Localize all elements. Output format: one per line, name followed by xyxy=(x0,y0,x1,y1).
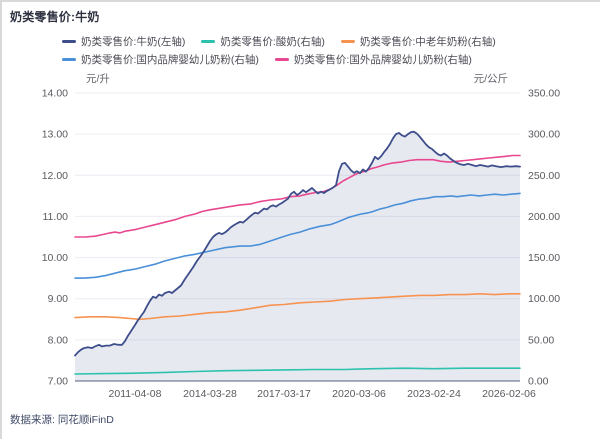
legend-label-domestic-infant-formula: 奶类零售价:国内品牌婴幼儿奶粉(右轴) xyxy=(81,53,259,66)
left-axis-tick: 9.00 xyxy=(48,293,69,305)
left-axis-tick: 11.00 xyxy=(43,211,69,223)
legend-item-yogurt[interactable]: 奶类零售价:酸奶(右轴) xyxy=(201,34,325,49)
x-axis-tick: 2026-02-06 xyxy=(482,388,536,400)
left-axis-tick: 7.00 xyxy=(48,376,69,388)
right-axis-tick: 350.00 xyxy=(528,88,560,100)
x-axis-tick: 2017-03-17 xyxy=(257,388,311,400)
legend-item-milk[interactable]: 奶类零售价:牛奶(左轴) xyxy=(62,34,185,49)
left-axis-tick: 13.00 xyxy=(42,129,68,141)
x-axis-tick: 2020-03-06 xyxy=(332,388,386,400)
data-source: 数据来源: 同花顺iFinD xyxy=(10,414,114,426)
right-axis-unit: 元/公斤 xyxy=(474,73,508,85)
chart-plot[interactable]: 14.00 350.00 13.00 300.00 12.00 250.00 11.00 20… xyxy=(0,70,600,400)
series-line-4 xyxy=(74,154,521,238)
series-line-3 xyxy=(74,192,521,279)
legend-item-domestic-infant-formula[interactable]: 奶类零售价:国内品牌婴幼儿奶粉(右轴) xyxy=(62,52,259,67)
left-axis-tick: 10.00 xyxy=(42,252,68,264)
left-axis-tick: 12.00 xyxy=(42,170,68,182)
left-axis-tick: 8.00 xyxy=(48,334,69,346)
left-axis-unit: 元/升 xyxy=(86,73,110,85)
right-axis-tick: 200.00 xyxy=(528,211,560,223)
left-axis-tick: 14.00 xyxy=(42,88,68,100)
legend-label-yogurt: 奶类零售价:酸奶(右轴) xyxy=(220,35,325,48)
right-axis-tick: 150.00 xyxy=(528,252,560,264)
legend-row-1: 奶类零售价:牛奶(左轴) 奶类零售价:酸奶(右轴) 奶类零售价:中老年奶粉(右轴… xyxy=(62,32,582,50)
x-axis-tick: 2011-04-08 xyxy=(109,388,162,400)
legend-item-foreign-infant-formula[interactable]: 奶类零售价:国外品牌婴幼儿奶粉(右轴) xyxy=(274,52,472,67)
legend-swatch-foreign-infant-formula-icon xyxy=(274,57,289,61)
legend-swatch-domestic-infant-formula-icon xyxy=(62,57,76,61)
legend-label-milk: 奶类零售价:牛奶(左轴) xyxy=(81,35,186,48)
legend-row-2: 奶类零售价:国内品牌婴幼儿奶粉(右轴) 奶类零售价:国外品牌婴幼儿奶粉(右轴) xyxy=(62,50,582,68)
legend-label-senior-milk-powder: 奶类零售价:中老年奶粉(右轴) xyxy=(359,35,496,48)
x-axis-tick: 2014-03-28 xyxy=(183,388,237,400)
legend-swatch-senior-milk-powder-icon xyxy=(340,39,355,43)
series-line-2 xyxy=(74,293,521,321)
right-axis-tick: 300.00 xyxy=(528,129,560,141)
legend-swatch-yogurt-icon xyxy=(201,39,216,43)
x-axis-tick: 2023-02-24 xyxy=(407,388,461,400)
right-axis-tick: 100.00 xyxy=(528,293,560,305)
right-axis-tick: 50.00 xyxy=(528,334,554,346)
milk-area-fill xyxy=(75,131,520,381)
series-line-0 xyxy=(74,130,521,357)
series-line-1 xyxy=(74,367,521,375)
right-axis-tick: 0.00 xyxy=(528,376,549,388)
legend: 奶类零售价:牛奶(左轴) 奶类零售价:酸奶(右轴) 奶类零售价:中老年奶粉(右轴… xyxy=(62,32,582,68)
right-axis-tick: 250.00 xyxy=(528,170,560,182)
legend-item-senior-milk-powder[interactable]: 奶类零售价:中老年奶粉(右轴) xyxy=(340,34,496,49)
chart-title: 奶类零售价:牛奶 xyxy=(10,10,100,24)
legend-swatch-milk-icon xyxy=(62,39,76,43)
legend-label-foreign-infant-formula: 奶类零售价:国外品牌婴幼儿奶粉(右轴) xyxy=(293,53,472,66)
